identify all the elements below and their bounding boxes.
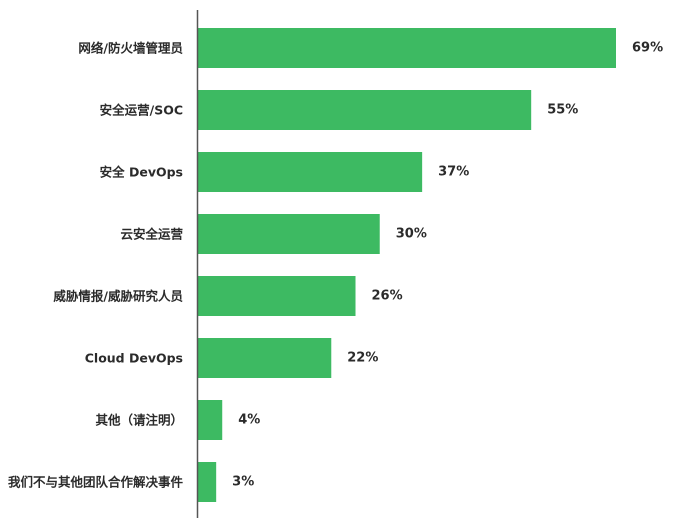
category-label-5: Cloud DevOps [85,351,183,366]
bar-5 [198,338,332,378]
value-label-7: 3% [232,475,254,490]
bar-3 [198,214,380,254]
bar-0 [198,28,616,68]
bar-1 [198,90,532,130]
category-label-6: 其他（请注明） [95,413,183,428]
bar-6 [198,400,223,440]
value-label-3: 30% [396,227,427,242]
category-label-2: 安全 DevOps [100,165,183,180]
value-label-2: 37% [438,165,469,180]
category-label-3: 云安全运营 [120,227,183,242]
category-label-0: 网络/防火墙管理员 [78,41,183,56]
value-label-1: 55% [547,103,578,118]
category-label-4: 威胁情报/威胁研究人员 [53,289,183,304]
value-label-4: 26% [372,289,403,304]
bar-2 [198,152,423,192]
value-label-5: 22% [347,351,378,366]
bar-4 [198,276,356,316]
category-label-1: 安全运营/SOC [100,103,183,118]
bar-7 [198,462,217,502]
bars-group [198,28,616,502]
value-labels-group: 69% 55% 37% 30% 26% 22% 4% 3% [232,41,663,490]
category-label-7: 我们不与其他团队合作解决事件 [8,475,184,490]
value-label-0: 69% [632,41,663,56]
value-label-6: 4% [238,413,260,428]
